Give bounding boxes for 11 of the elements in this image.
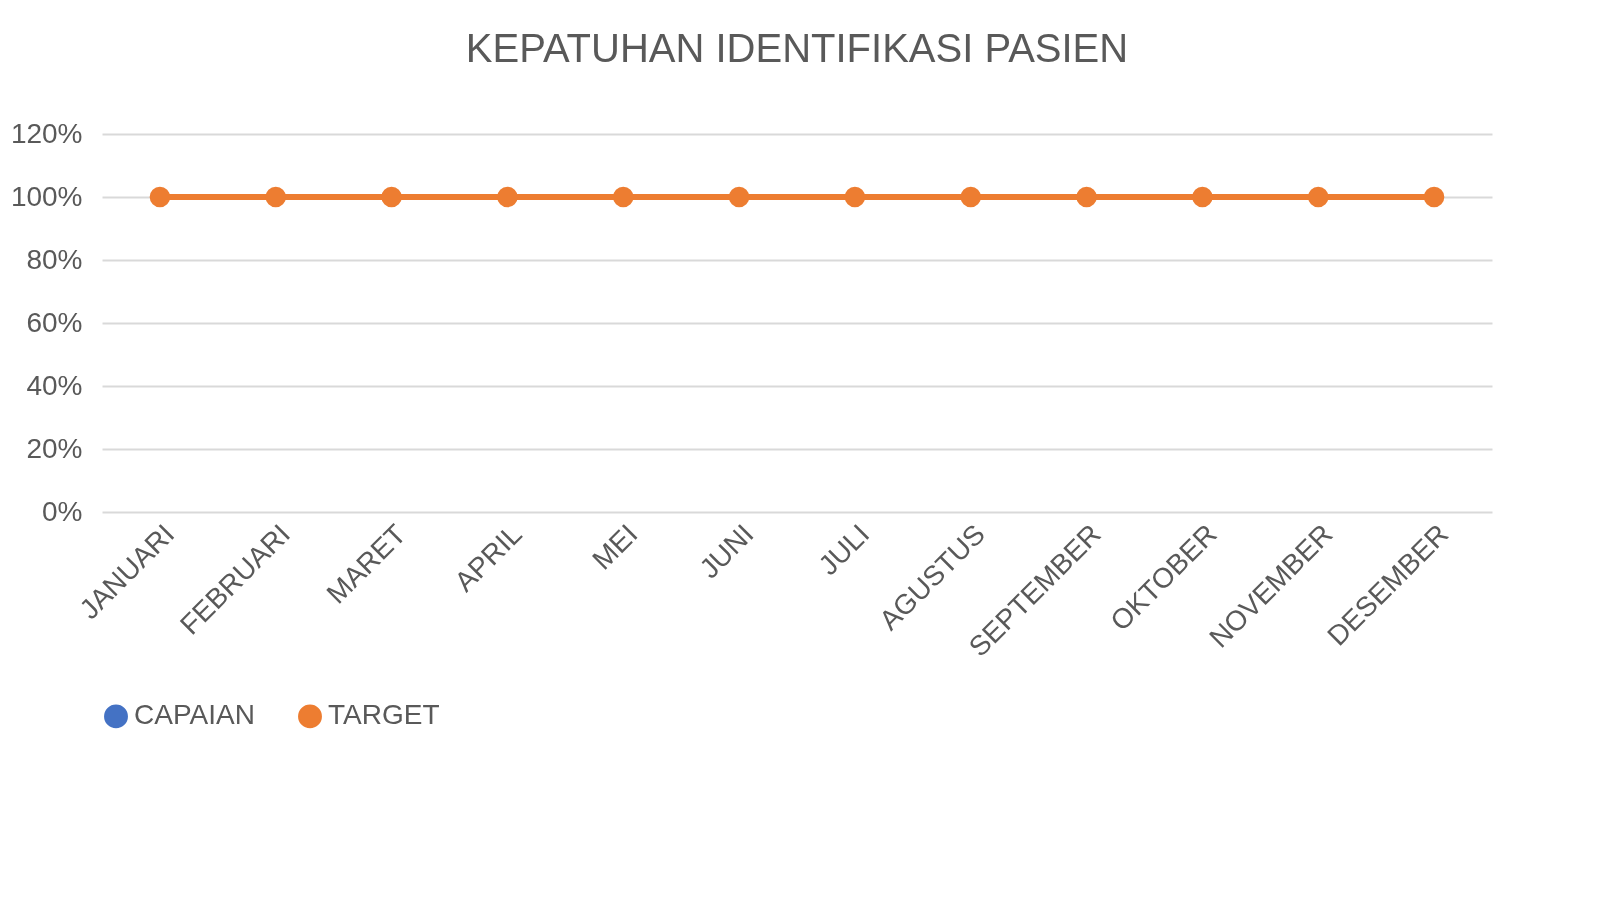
y-tick-label: 100% [10,180,83,212]
y-tick-label: 60% [26,306,83,338]
y-tick-label: 20% [26,432,83,464]
y-tick-label: 40% [26,369,83,401]
y-tick-label: 80% [26,243,83,275]
x-tick-label: MEI [586,518,644,576]
y-tick-label: 0% [42,495,83,527]
chart-title: KEPATUHAN IDENTIFIKASI PASIEN [465,26,1129,70]
legend-label: CAPAIAN [134,699,255,731]
legend-label: TARGET [328,699,440,731]
y-tick-label: 120% [10,117,83,149]
